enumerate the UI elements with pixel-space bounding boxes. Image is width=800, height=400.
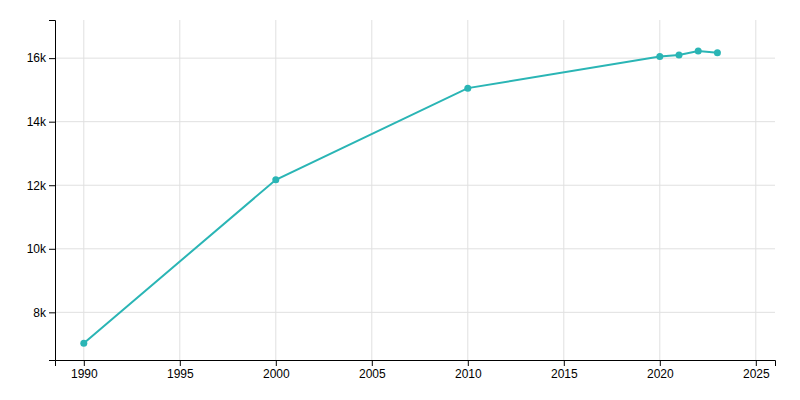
y-tick: 16k <box>27 51 55 65</box>
x-tick-label: 2020 <box>647 367 674 381</box>
x-tick: 2000 <box>263 360 290 381</box>
x-tick-mark <box>756 360 757 366</box>
grid-line-y <box>55 248 775 249</box>
line <box>84 51 718 343</box>
x-tick: 2010 <box>455 360 482 381</box>
plot: 1990 1995 2000 2005 2010 2015 2020 2025 8k 10k 12k… <box>27 20 776 381</box>
y-tick-mark <box>49 185 55 186</box>
y-tick-label: 8k <box>33 306 47 320</box>
y-tick: 8k <box>33 306 55 320</box>
marks <box>80 47 721 346</box>
grid-line-y <box>55 58 775 59</box>
marker <box>80 340 87 347</box>
marker <box>464 85 471 92</box>
y-tick-mark <box>49 312 55 313</box>
y-tick-label: 10k <box>27 242 47 256</box>
x-tick-mark <box>564 360 565 366</box>
y-tick-mark <box>49 58 55 59</box>
y-axis-line <box>49 21 56 361</box>
x-tick: 2025 <box>743 360 770 381</box>
x-tick-mark <box>372 360 373 366</box>
chart: 1990 1995 2000 2005 2010 2015 2020 2025 8k 10k 12k… <box>0 0 800 400</box>
y-tick-label: 14k <box>27 115 47 129</box>
y-tick-mark <box>49 249 55 250</box>
grid-line-x <box>755 20 756 360</box>
y-tick: 10k <box>27 242 55 256</box>
y-axis: 8k 10k 12k 14k 16k <box>27 21 56 361</box>
x-tick: 2015 <box>551 360 578 381</box>
grid-line-x <box>275 20 276 360</box>
x-tick-label: 2005 <box>359 367 386 381</box>
marker <box>695 47 702 54</box>
grid-line-x <box>563 20 564 360</box>
x-tick-label: 2000 <box>263 367 290 381</box>
x-tick: 2005 <box>359 360 386 381</box>
grid-line-y <box>55 121 775 122</box>
x-tick-mark <box>468 360 469 366</box>
grid-line-x <box>659 20 660 360</box>
grid-line-y <box>55 185 775 186</box>
x-tick-mark <box>660 360 661 366</box>
marker <box>676 51 683 58</box>
grid-line-x <box>467 20 468 360</box>
grid-line-x <box>83 20 84 360</box>
x-tick-label: 2015 <box>551 367 578 381</box>
x-tick-label: 1990 <box>71 367 98 381</box>
y-tick-label: 16k <box>27 51 47 65</box>
x-tick-label: 2010 <box>455 367 482 381</box>
grid-line-x <box>371 20 372 360</box>
x-tick: 1990 <box>71 360 98 381</box>
x-axis-line <box>56 361 776 367</box>
x-tick-mark <box>180 360 181 366</box>
x-axis: 1990 1995 2000 2005 2010 2015 2020 2025 <box>56 360 776 381</box>
marker <box>714 49 721 56</box>
y-tick-label: 12k <box>27 179 47 193</box>
grid-line-y <box>55 312 775 313</box>
x-tick-label: 2025 <box>743 367 770 381</box>
marker <box>272 176 279 183</box>
y-tick-mark <box>49 122 55 123</box>
grid-line-x <box>179 20 180 360</box>
y-tick: 12k <box>27 179 55 193</box>
marker <box>656 53 663 60</box>
x-tick: 2020 <box>647 360 674 381</box>
y-tick: 14k <box>27 115 55 129</box>
x-tick-mark <box>84 360 85 366</box>
x-tick-label: 1995 <box>167 367 194 381</box>
x-tick: 1995 <box>167 360 194 381</box>
x-tick-mark <box>276 360 277 366</box>
grid <box>55 20 775 360</box>
